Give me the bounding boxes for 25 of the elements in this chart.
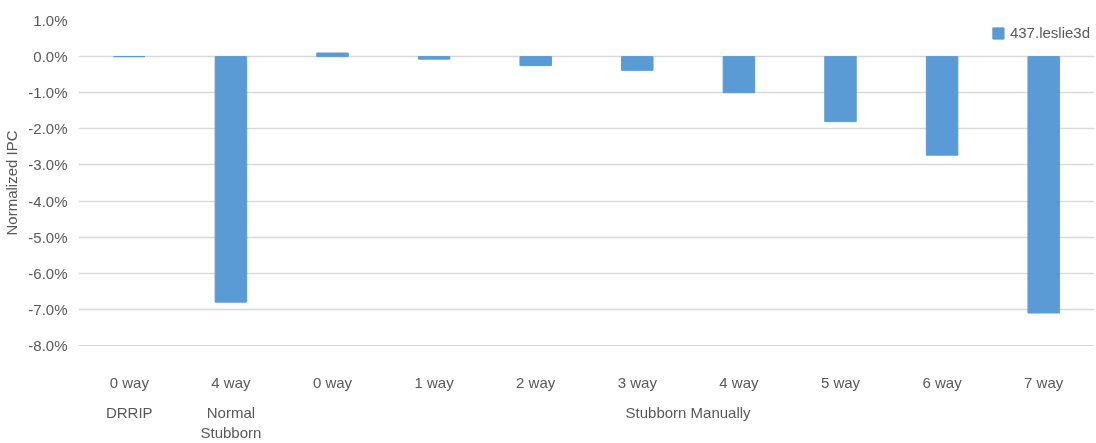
text: Stubborn Manually [625,403,752,421]
y-tick-label: -6.0% [28,264,68,282]
y-tick-label: -5.0% [28,228,68,246]
y-axis-title: Normalized IPC [3,130,21,236]
x-tick-label: 1 way [414,373,455,391]
text: DRRIP [105,403,153,421]
y-tick-label: -3.0% [28,156,68,174]
x-tick-label: 4 way [211,373,251,391]
y-tick-label: -2.0% [28,120,68,138]
x-tick-label: 5 way [820,373,861,391]
text: Normal Stubborn [200,403,262,441]
x-tick-label: 0 way [312,373,353,391]
y-tick-label: -4.0% [28,192,68,210]
x-tick-label: 7 way [1024,373,1064,391]
x-tick-label: 4 way [719,373,759,391]
y-tick-label: -1.0% [28,84,68,102]
y-tick-label: 1.0% [33,12,68,29]
legend-label: 437.leslie3d [1009,24,1090,41]
x-tick-label: 2 way [516,373,556,391]
y-tick-label: -8.0% [28,337,68,354]
x-tick-label: 0 way [109,373,150,391]
y-tick-label: -7.0% [28,300,68,318]
x-tick-label: 3 way [617,373,658,391]
y-tick-label: 0.0% [33,48,68,66]
x-tick-label: 6 way [922,373,963,391]
